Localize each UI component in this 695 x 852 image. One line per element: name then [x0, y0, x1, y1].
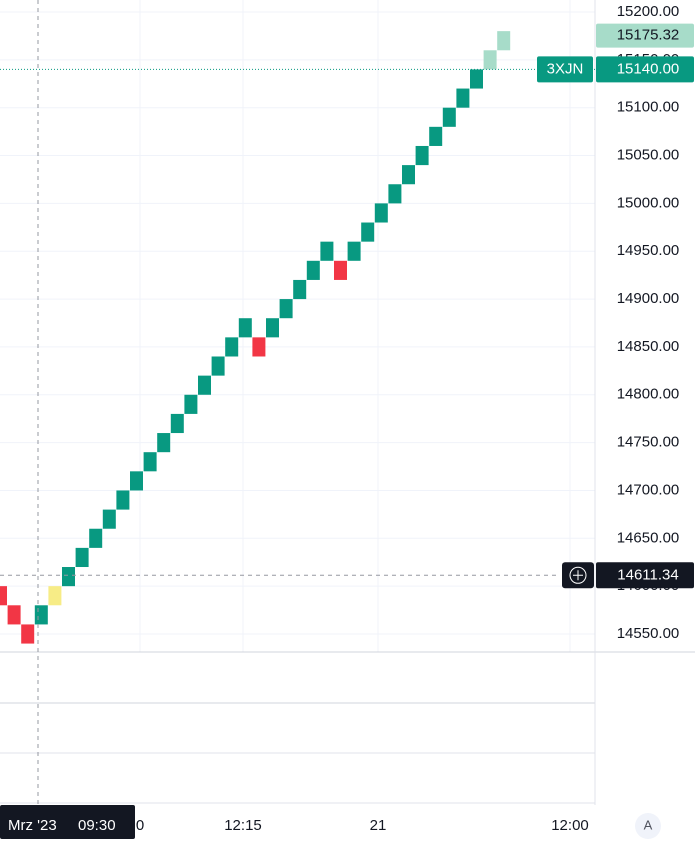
crosshair-price-badge	[596, 562, 694, 589]
renko-brick	[374, 203, 388, 223]
y-tick-label: 14650.00	[617, 529, 680, 546]
renko-brick	[456, 88, 470, 108]
renko-brick	[198, 375, 211, 395]
renko-brick	[238, 318, 252, 338]
renko-brick	[157, 433, 171, 453]
crosshair-price-label: 14611.34	[617, 566, 678, 583]
renko-brick	[7, 605, 21, 625]
renko-brick	[89, 528, 103, 548]
x-tick-label: 21	[370, 817, 387, 834]
x-tick-label: 0	[136, 817, 144, 834]
x-tick-label: 12:15	[224, 817, 262, 834]
last-price-badge	[596, 56, 694, 83]
renko-brick	[48, 586, 62, 606]
auto-scale-button[interactable]	[635, 813, 661, 839]
renko-brick	[361, 222, 375, 242]
renko-brick	[442, 107, 456, 127]
renko-brick	[320, 241, 334, 261]
projected-price-label: 15175.32	[617, 27, 680, 44]
crosshair-add-icon	[569, 566, 587, 584]
crosshair-time: 09:30	[78, 817, 116, 834]
crosshair-time-badge	[0, 805, 135, 839]
y-tick-label: 15200.00	[617, 3, 680, 20]
x-tick-label: 12:00	[551, 817, 589, 834]
y-tick-label: 15050.00	[617, 147, 680, 164]
auto-scale-label[interactable]: A	[644, 817, 653, 832]
renko-brick	[388, 184, 402, 204]
crosshair-date: Mrz '23	[8, 817, 57, 834]
renko-brick	[306, 260, 320, 280]
renko-brick	[130, 471, 143, 491]
renko-brick	[334, 260, 347, 280]
renko-brick	[184, 394, 198, 414]
renko-brick	[62, 567, 75, 587]
renko-brick	[225, 337, 239, 357]
renko-brick	[75, 547, 89, 568]
renko-brick	[102, 509, 116, 529]
renko-brick	[170, 413, 184, 434]
y-tick-label: 14700.00	[617, 481, 680, 498]
renko-brick	[483, 50, 497, 70]
renko-brick	[0, 586, 7, 606]
renko-brick	[470, 69, 483, 89]
y-tick-label: 14550.00	[617, 625, 680, 642]
renko-brick	[429, 126, 443, 146]
renko-brick	[252, 337, 266, 357]
renko-brick	[402, 165, 415, 185]
last-price-label: 15140.00	[617, 60, 680, 77]
projected-price-badge	[596, 23, 694, 48]
y-tick-label: 14950.00	[617, 242, 680, 259]
renko-brick	[21, 624, 35, 644]
crosshair-add-plus	[573, 570, 583, 581]
y-tick-label: 14900.00	[617, 290, 680, 307]
renko-brick	[293, 279, 307, 300]
renko-brick	[279, 299, 293, 319]
renko-brick	[34, 605, 48, 625]
y-tick-label: 14750.00	[617, 434, 680, 451]
renko-brick	[211, 356, 225, 376]
renko-brick	[116, 490, 130, 510]
renko-brick	[497, 31, 511, 51]
y-tick-label: 15100.00	[617, 99, 680, 116]
y-tick-label: 14850.00	[617, 338, 680, 355]
symbol-badge	[537, 56, 593, 83]
y-tick-label: 15000.00	[617, 194, 680, 211]
y-tick-label: 14800.00	[617, 386, 680, 403]
renko-brick	[347, 241, 361, 261]
renko-brick	[143, 452, 157, 472]
renko-brick	[415, 145, 429, 166]
renko-brick	[266, 318, 279, 338]
symbol-label: 3XJN	[547, 60, 584, 77]
